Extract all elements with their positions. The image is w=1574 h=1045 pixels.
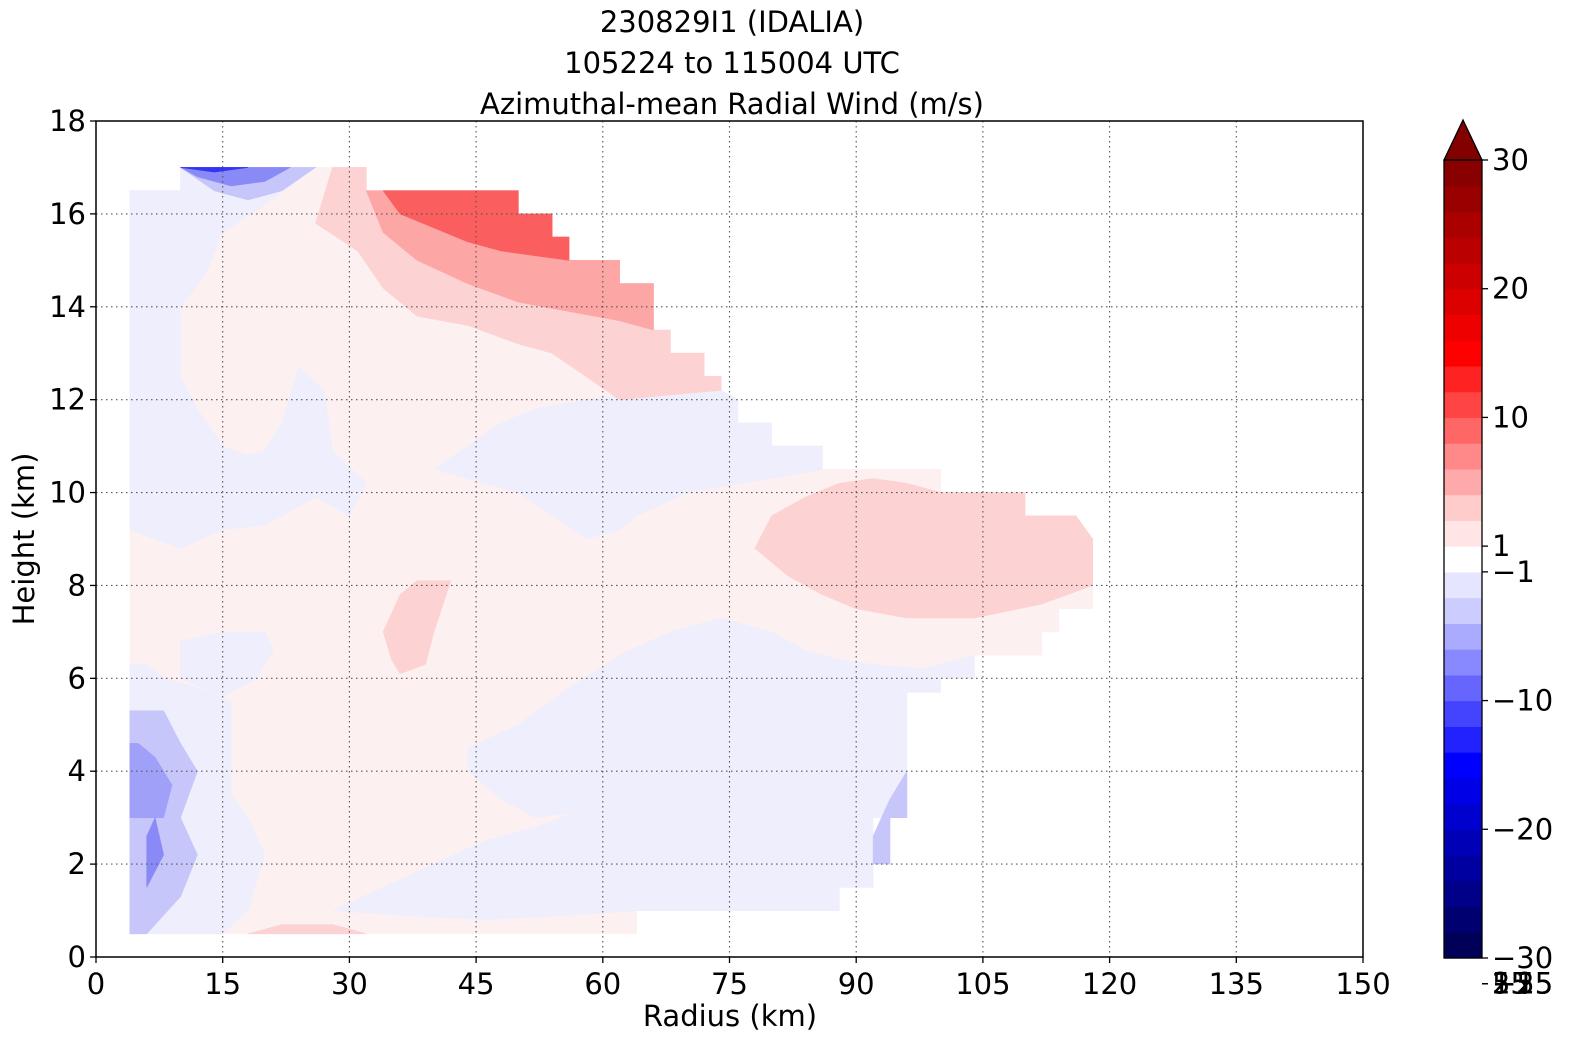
colorbar-band-1 [1444,906,1482,933]
colorbar-tick-label-15: 15 [1492,967,1529,1001]
x-tick-label-135: 135 [1209,967,1264,1001]
region-upper-left-inflow-3 [180,167,249,173]
colorbar-band-24 [1444,314,1482,341]
colorbar-band-26 [1444,262,1482,290]
title-line-2: 105224 to 115004 UTC [564,46,900,80]
colorbar-band-11 [1444,649,1482,676]
colorbar-band-28 [1444,211,1482,238]
x-tick-label-30: 30 [331,967,368,1001]
x-tick-label-15: 15 [204,967,241,1001]
region-near-surface-outflow [247,924,367,935]
colorbar-band-19 [1444,443,1482,470]
colorbar-tick-label-10: 10 [1492,400,1529,434]
y-tick-label-10: 10 [49,476,86,510]
colorbar-ticks: 30 25 20 15 10 5 1−1 −5 −10 −15 −20 −25−30 [1482,143,1553,1001]
region-low-level-inflow [332,803,789,921]
grid-lines [96,121,1363,957]
colorbar-band-0 [1444,932,1482,959]
region-outer-outflow [754,478,1093,619]
region-mid-left-inflow [180,631,274,698]
contour-regions [129,167,1093,935]
colorbar-tick-label-1: 1 [1492,529,1510,563]
colorbar-extend-arrow [1442,118,1484,161]
colorbar-band-29 [1444,185,1482,213]
colorbar-band-27 [1444,237,1482,264]
colorbar-band-25 [1444,288,1482,316]
y-tick-label-18: 18 [49,104,86,138]
colorbar-band-13 [1444,597,1482,624]
y-tick-label-8: 8 [68,568,86,602]
colorbar-band-18 [1444,468,1482,496]
region-low-left-inflow-3 [146,816,164,888]
region-mid-outflow-blob [382,580,452,675]
y-axis-ticks: 0 2 4 6 8 10 12 14 16 18 [49,104,96,974]
y-tick-label-4: 4 [68,754,86,788]
colorbar-band-5 [1444,803,1482,830]
x-tick-label-105: 105 [955,967,1010,1001]
x-tick-label-45: 45 [458,967,495,1001]
colorbar-band-16 [1444,520,1482,547]
x-tick-label-60: 60 [584,967,621,1001]
colorbar-band-7 [1444,752,1482,779]
colorbar-band-30 [1444,160,1482,187]
colorbar-band-20 [1444,417,1482,444]
colorbar-band-23 [1444,340,1482,367]
colorbar-band-17 [1444,494,1482,521]
y-tick-label-16: 16 [49,197,86,231]
colorbar-band-12 [1444,623,1482,650]
region-mid-inflow-layer [433,390,823,540]
colorbar-tick-label-25: 25 [1492,967,1529,1001]
region-low-left-inflow-2 [129,743,173,819]
colorbar-band-22 [1444,365,1482,393]
colorbar-band-15 [1444,546,1482,573]
x-tick-label-0: 0 [87,967,105,1001]
region-upper-left-inflow [129,167,367,549]
colorbar-band-2 [1444,880,1482,908]
colorbar-tick-label--25: −25 [1492,967,1553,1001]
colorbar-frame [1443,159,1483,959]
title-line-1: 230829I1 (IDALIA) [600,5,864,39]
region-upper-outflow-max [382,190,570,261]
x-tick-label-150: 150 [1335,967,1390,1001]
y-axis-label: Height (km) [7,453,41,626]
x-tick-label-120: 120 [1082,967,1137,1001]
colorbar-tick-label-20: 20 [1492,272,1529,306]
title-line-3: Azimuthal-mean Radial Wind (m/s) [480,87,984,121]
colorbar-tick-label--10: −10 [1492,684,1553,718]
region-upper-left-inflow-2 [180,167,291,187]
colorbar-band-21 [1444,391,1482,419]
colorbar-band-9 [1444,700,1482,727]
region-outer-low-inflow [872,770,908,865]
colorbar-tick-label--1: −1 [1492,555,1535,589]
y-tick-label-12: 12 [49,383,86,417]
colorbar-band-10 [1444,674,1482,702]
x-tick-label-90: 90 [838,967,875,1001]
colorbar-tick-label--30: −30 [1492,941,1553,975]
x-tick-label-75: 75 [711,967,748,1001]
y-tick-label-2: 2 [68,847,86,881]
y-tick-label-0: 0 [68,940,86,974]
colorbar-band-6 [1444,777,1482,805]
x-axis-ticks: 0 15 30 45 60 75 90 105 120 135 150 [87,957,1391,1001]
colorbar-band-4 [1444,829,1482,856]
colorbar-band-8 [1444,726,1482,753]
colorbar-tick-label--20: −20 [1492,812,1553,846]
colorbar [1442,118,1484,959]
colorbar-band-3 [1444,855,1482,882]
colorbar-band-14 [1444,571,1482,599]
colorbar-tick-label--15: −15 [1492,967,1553,1001]
x-axis-label: Radius (km) [643,999,817,1033]
y-tick-label-6: 6 [68,661,86,695]
y-tick-label-14: 14 [49,290,86,324]
colorbar-tick-label-5: 5 [1492,967,1510,1001]
colorbar-tick-label--5: −5 [1492,967,1535,1001]
colorbar-tick-label-30: 30 [1492,143,1529,177]
